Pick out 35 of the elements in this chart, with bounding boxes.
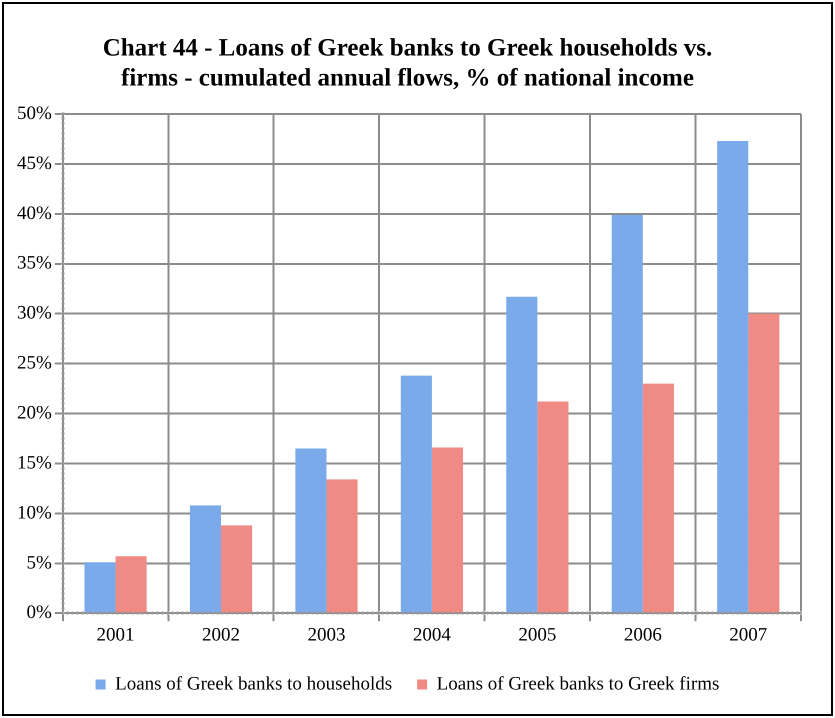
y-tick-label: 0% (26, 602, 52, 624)
x-tick-label: 2003 (307, 624, 346, 646)
chart-title: Chart 44 - Loans of Greek banks to Greek households vs. firms - cumulated annual flows, % of national income (102, 34, 712, 92)
y-tick-label: 15% (17, 452, 52, 474)
y-tick-label: 50% (17, 102, 52, 124)
y-tick-label: 35% (17, 252, 52, 274)
bar (84, 562, 116, 612)
y-tick-label: 5% (26, 552, 52, 574)
x-tick-label: 2002 (202, 624, 240, 646)
y-tick-label: 45% (17, 152, 52, 174)
bar (506, 296, 538, 612)
bar (642, 384, 674, 612)
bar (190, 505, 222, 612)
y-tick-label: 30% (17, 302, 52, 324)
bar (326, 479, 358, 612)
bar (116, 556, 147, 612)
y-tick-label: 20% (17, 402, 52, 424)
x-tick-label: 2007 (729, 624, 768, 646)
x-tick-label: 2006 (624, 624, 662, 646)
bar (295, 448, 326, 612)
bar (400, 376, 432, 612)
y-tick-label: 10% (17, 502, 52, 524)
y-tick-label: 25% (17, 352, 52, 374)
x-tick-label: 2001 (96, 624, 135, 646)
bar (717, 140, 748, 612)
x-tick-label: 2005 (518, 624, 556, 646)
bar (221, 525, 252, 612)
bar (432, 447, 464, 612)
bar (612, 214, 643, 612)
bar (748, 314, 780, 612)
bar (537, 402, 568, 612)
y-tick-label: 40% (17, 202, 52, 224)
legend-label: Loans of Greek banks to Greek firms (436, 673, 720, 694)
x-tick-label: 2004 (412, 624, 452, 646)
legend-label: Loans of Greek banks to households (115, 673, 392, 694)
